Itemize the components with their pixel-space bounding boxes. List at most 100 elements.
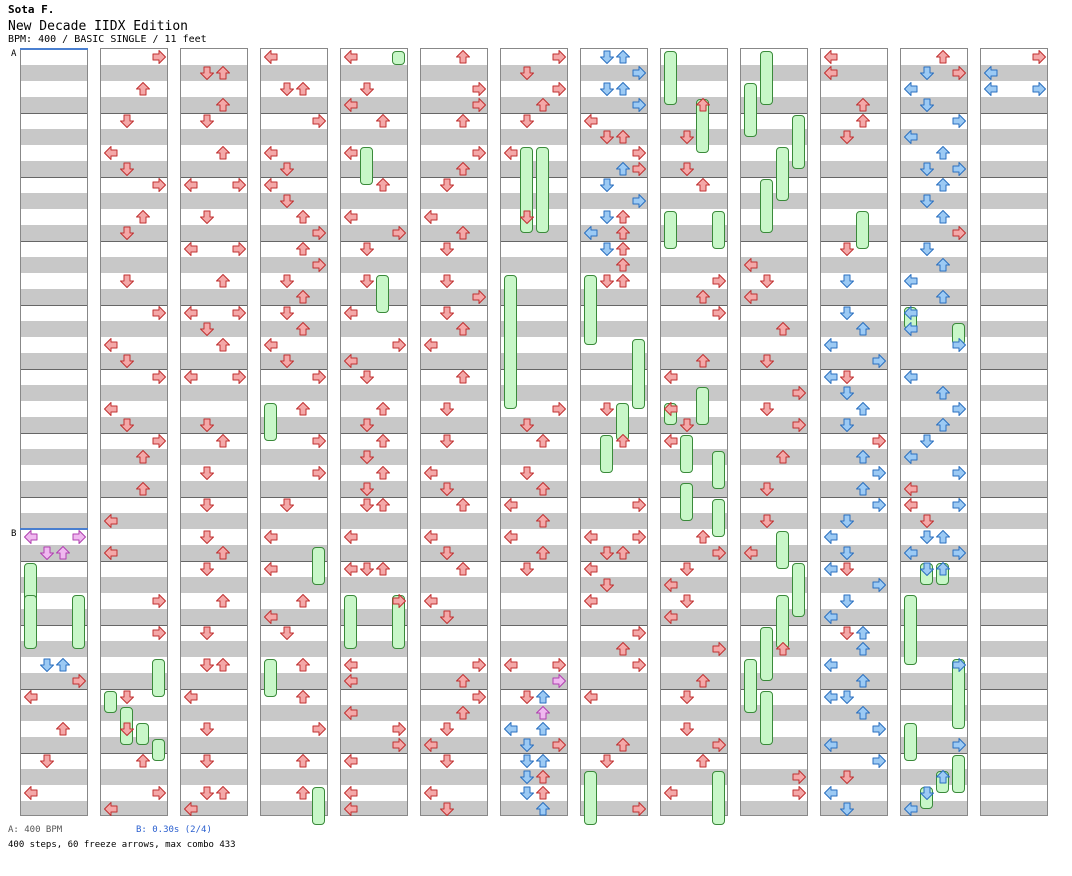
arrow-down-icon — [120, 690, 134, 704]
arrow-down-icon — [520, 738, 534, 752]
arrow-left-icon — [504, 530, 518, 544]
arrow-right-icon — [552, 674, 566, 688]
measure-line — [421, 241, 487, 242]
arrow-down-icon — [680, 130, 694, 144]
arrow-left-icon — [824, 562, 838, 576]
arrow-down-icon — [600, 242, 614, 256]
arrow-down-icon — [440, 754, 454, 768]
arrow-up-icon — [136, 82, 150, 96]
measure-line — [981, 113, 1047, 114]
arrow-down-icon — [680, 690, 694, 704]
freeze-arrow — [392, 51, 405, 65]
measure-line — [101, 497, 167, 498]
measure-line — [741, 689, 807, 690]
measure-line — [661, 497, 727, 498]
arrow-left-icon — [264, 338, 278, 352]
arrow-up-icon — [696, 178, 710, 192]
measure-line — [341, 113, 407, 114]
chart-column-1 — [20, 48, 88, 816]
measure-line — [101, 625, 167, 626]
arrow-right-icon — [872, 434, 886, 448]
measure-line — [421, 561, 487, 562]
arrow-left-icon — [344, 802, 358, 816]
arrow-left-icon — [664, 434, 678, 448]
measure-line — [261, 753, 327, 754]
arrow-up-icon — [296, 242, 310, 256]
arrow-up-icon — [296, 594, 310, 608]
arrow-left-icon — [664, 786, 678, 800]
measure-line — [821, 369, 887, 370]
arrow-down-icon — [120, 722, 134, 736]
arrow-right-icon — [552, 402, 566, 416]
arrow-up-icon — [296, 402, 310, 416]
arrow-down-icon — [840, 514, 854, 528]
freeze-arrow — [24, 595, 37, 649]
arrow-right-icon — [632, 658, 646, 672]
arrow-right-icon — [472, 82, 486, 96]
measure-line — [341, 305, 407, 306]
arrow-up-icon — [616, 546, 630, 560]
arrow-left-icon — [984, 66, 998, 80]
arrow-up-icon — [216, 594, 230, 608]
arrow-left-icon — [904, 306, 918, 320]
arrow-up-icon — [696, 754, 710, 768]
measure-line — [741, 753, 807, 754]
arrow-down-icon — [120, 226, 134, 240]
measure-line — [341, 177, 407, 178]
arrow-left-icon — [664, 370, 678, 384]
measure-line — [661, 753, 727, 754]
arrow-left-icon — [424, 594, 438, 608]
arrow-right-icon — [632, 66, 646, 80]
arrow-up-icon — [536, 514, 550, 528]
arrow-up-icon — [376, 466, 390, 480]
arrow-right-icon — [552, 82, 566, 96]
arrow-up-icon — [936, 386, 950, 400]
arrow-right-icon — [712, 274, 726, 288]
arrow-up-icon — [216, 98, 230, 112]
freeze-arrow — [792, 115, 805, 169]
arrow-down-icon — [200, 66, 214, 80]
arrow-down-icon — [360, 482, 374, 496]
measure-line — [501, 177, 567, 178]
measure-line — [981, 561, 1047, 562]
arrow-right-icon — [312, 722, 326, 736]
freeze-arrow — [952, 755, 965, 793]
arrow-down-icon — [520, 786, 534, 800]
arrow-down-icon — [520, 466, 534, 480]
arrow-up-icon — [936, 770, 950, 784]
arrow-up-icon — [456, 674, 470, 688]
freeze-arrow — [152, 739, 165, 761]
freeze-arrow — [344, 595, 357, 649]
measure-line — [341, 689, 407, 690]
arrow-down-icon — [840, 130, 854, 144]
freeze-arrow — [504, 275, 517, 409]
measure-line — [101, 177, 167, 178]
arrow-left-icon — [264, 530, 278, 544]
arrow-up-icon — [616, 82, 630, 96]
measure-line — [421, 369, 487, 370]
freeze-arrow — [760, 179, 773, 233]
measure-line — [21, 753, 87, 754]
arrow-left-icon — [264, 146, 278, 160]
arrow-up-icon — [536, 786, 550, 800]
arrow-left-icon — [104, 546, 118, 560]
arrow-right-icon — [392, 738, 406, 752]
arrow-right-icon — [632, 162, 646, 176]
arrow-left-icon — [104, 514, 118, 528]
arrow-left-icon — [904, 274, 918, 288]
measure-line — [21, 305, 87, 306]
arrow-right-icon — [392, 226, 406, 240]
arrow-right-icon — [552, 50, 566, 64]
arrow-right-icon — [712, 306, 726, 320]
arrow-left-icon — [424, 466, 438, 480]
chart-column-2 — [100, 48, 168, 816]
measure-line — [901, 625, 967, 626]
arrow-left-icon — [744, 290, 758, 304]
arrow-up-icon — [936, 210, 950, 224]
arrow-down-icon — [520, 562, 534, 576]
arrow-up-icon — [136, 482, 150, 496]
arrow-up-icon — [696, 674, 710, 688]
measure-line — [981, 753, 1047, 754]
chart-stats: 400 steps, 60 freeze arrows, max combo 4… — [8, 840, 236, 850]
chart-column-5 — [340, 48, 408, 816]
